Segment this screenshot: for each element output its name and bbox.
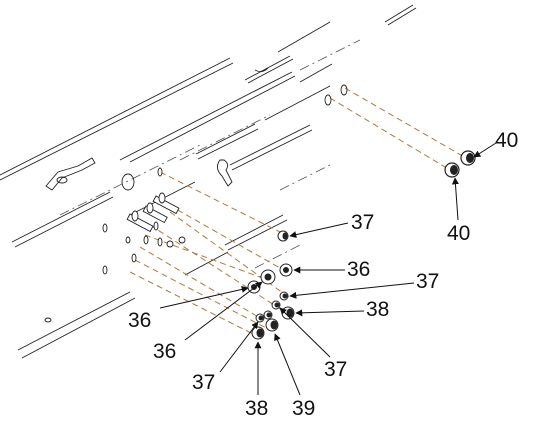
callout-38-right: 38	[366, 298, 390, 321]
callout-37-right: 37	[416, 270, 440, 293]
callout-40-top: 40	[495, 129, 519, 152]
callout-38-bottom: 38	[245, 397, 269, 420]
callout-40-bottom: 40	[447, 222, 471, 245]
bolts	[102, 167, 186, 275]
callout-39-bottom: 39	[292, 397, 316, 420]
latch-handle	[44, 67, 269, 323]
callout-36-right: 36	[347, 258, 371, 281]
frame-rails	[0, 4, 417, 359]
cap-39	[265, 318, 279, 332]
cap-38-left	[251, 326, 265, 340]
washer-36-upper	[279, 263, 293, 277]
nut-37-right	[279, 291, 289, 301]
nut-37-left	[255, 313, 265, 323]
upper-right-washers	[324, 84, 348, 106]
explosion-lines	[129, 87, 467, 337]
fastener-cluster	[247, 230, 295, 340]
callout-37-upper: 37	[351, 211, 375, 234]
leader-lines	[159, 142, 497, 396]
spacer-mid	[263, 310, 273, 320]
callout-36-lower-left: 36	[153, 340, 177, 363]
nut-37-upper	[277, 230, 289, 242]
callout-37-lower-left: 37	[192, 371, 216, 394]
washer-36-mid	[260, 269, 276, 285]
cap-38-right	[281, 306, 295, 320]
cap-nut-40-top	[460, 150, 476, 166]
center-lines	[59, 39, 361, 269]
callout-36-left: 36	[128, 309, 152, 332]
callout-37-lower-right: 37	[324, 358, 348, 381]
nut-37-mid	[271, 300, 281, 310]
cap-nut-40-bottom	[444, 162, 460, 178]
